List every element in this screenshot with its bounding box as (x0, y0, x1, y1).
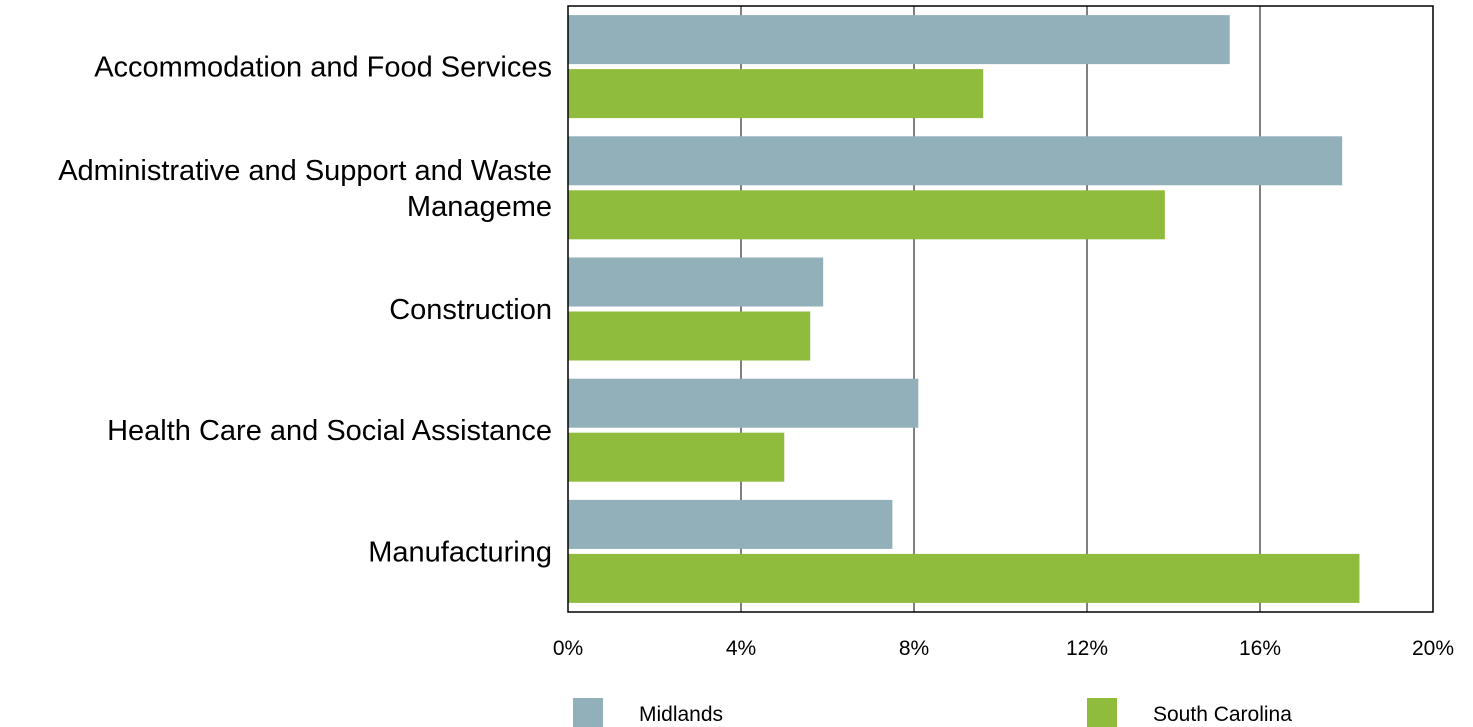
plot-frame (567, 5, 1434, 613)
x-tick-label: 12% (1066, 637, 1108, 660)
category-label: Manufacturing (368, 536, 552, 568)
bar (568, 378, 919, 428)
x-tick-label: 16% (1239, 637, 1281, 660)
bar (568, 257, 824, 307)
legend-swatch (1087, 698, 1117, 727)
bar (568, 432, 785, 482)
bar (568, 499, 893, 549)
legend-swatch (573, 698, 603, 727)
category-label: Administrative and Support and Waste (58, 155, 552, 187)
legend-label: South Carolina (1153, 703, 1292, 726)
bar (568, 69, 984, 119)
x-tick-label: 8% (899, 637, 929, 660)
category-label: Manageme (407, 191, 552, 223)
category-label: Accommodation and Food Services (94, 52, 552, 84)
x-tick-label: 4% (726, 637, 756, 660)
bar (568, 190, 1165, 240)
legend-label: Midlands (639, 703, 723, 726)
category-label: Health Care and Social Assistance (107, 415, 552, 447)
bar (568, 15, 1230, 65)
bar (568, 553, 1360, 603)
category-label: Construction (389, 294, 552, 326)
x-tick-label: 0% (553, 637, 583, 660)
bar (568, 136, 1343, 186)
x-tick-label: 20% (1412, 637, 1454, 660)
bars (568, 15, 1360, 603)
legend: Midlands South Carolina (573, 698, 1292, 727)
x-tick-labels: 0% 4% 8% 12% 16% 20% (553, 637, 1454, 660)
category-labels: Accommodation and Food Services Administr… (58, 52, 552, 569)
bar (568, 311, 811, 361)
